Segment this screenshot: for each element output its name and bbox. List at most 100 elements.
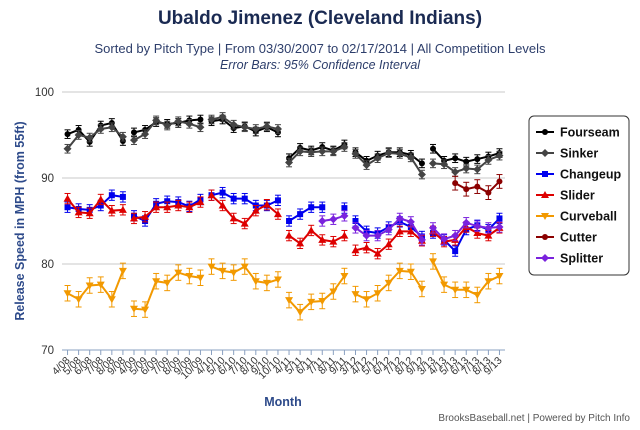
point-curveball [484, 278, 493, 286]
point-slider [163, 203, 172, 211]
point-splitter [318, 217, 327, 225]
point-slider [129, 214, 138, 222]
point-curveball [118, 267, 127, 275]
grid-lines [62, 91, 505, 351]
point-sinker [362, 161, 371, 170]
point-sinker [141, 130, 150, 139]
point-sinker [473, 165, 482, 174]
point-slider [107, 206, 116, 214]
series-splitter [318, 210, 504, 246]
series-curveball [63, 253, 504, 321]
series-slider [63, 189, 504, 260]
point-fourseam [197, 116, 204, 123]
point-sinker [218, 112, 227, 121]
series-line-curveball [67, 270, 124, 302]
point-splitter [462, 218, 471, 227]
point-curveball [373, 290, 382, 298]
point-slider [118, 205, 127, 213]
point-sinker [340, 143, 349, 152]
point-sinker [163, 121, 172, 130]
point-cutter [485, 189, 492, 196]
point-curveball [163, 279, 172, 287]
point-splitter [395, 214, 404, 223]
point-slider [340, 231, 349, 239]
point-sinker [484, 155, 493, 164]
point-fourseam [474, 156, 481, 163]
point-curveball [74, 296, 83, 304]
legend-marker-fourseam [542, 129, 548, 135]
point-sinker [462, 164, 471, 173]
point-slider [251, 206, 260, 214]
point-changeup [341, 205, 348, 212]
point-changeup [241, 195, 248, 202]
point-sinker [285, 158, 294, 167]
point-curveball [340, 273, 349, 281]
point-changeup [230, 195, 237, 202]
point-curveball [185, 273, 194, 281]
point-curveball [384, 279, 393, 287]
point-curveball [440, 281, 449, 289]
point-sinker [63, 144, 72, 153]
point-slider [185, 203, 194, 211]
point-curveball [451, 286, 460, 294]
point-splitter [351, 223, 360, 232]
point-slider [329, 237, 338, 245]
credits[interactable]: BrooksBaseball.net | Powered by Pitch In… [438, 413, 630, 424]
series-cutter [452, 174, 503, 200]
point-curveball [495, 273, 504, 281]
point-slider [351, 246, 360, 254]
legend-label-cutter: Cutter [560, 231, 597, 245]
point-slider [307, 226, 316, 234]
legend[interactable]: Fourseam Sinker Changeup Slider Curveball Cut… [528, 115, 630, 276]
axes: 7080901004/085/086/087/088/089/084/095/0… [35, 87, 505, 382]
point-sinker [296, 147, 305, 156]
point-splitter [495, 223, 504, 232]
point-slider [296, 239, 305, 247]
point-sinker [118, 132, 127, 141]
point-changeup [164, 198, 171, 205]
point-splitter [473, 222, 482, 231]
point-changeup [97, 202, 104, 209]
point-cutter [474, 183, 481, 190]
point-curveball [129, 305, 138, 313]
point-curveball [307, 298, 316, 306]
point-splitter [451, 231, 460, 240]
point-slider [240, 219, 249, 227]
point-cutter [452, 180, 459, 187]
point-splitter [417, 235, 426, 244]
point-sinker [417, 170, 426, 179]
point-curveball [462, 286, 471, 294]
legend-label-sinker: Sinker [560, 147, 598, 161]
point-splitter [429, 223, 438, 232]
point-sinker [495, 151, 504, 160]
point-sinker [351, 149, 360, 158]
point-slider [196, 198, 205, 206]
point-changeup [108, 192, 115, 199]
point-curveball [395, 267, 404, 275]
series-line-slider [288, 229, 345, 245]
point-curveball [362, 296, 371, 304]
point-slider [85, 209, 94, 217]
point-sinker [74, 131, 83, 139]
point-curveball [262, 279, 271, 287]
legend-label-curveball: Curveball [560, 210, 617, 224]
point-curveball [96, 281, 105, 289]
point-curveball [141, 306, 150, 314]
point-curveball [417, 285, 426, 293]
point-changeup [352, 218, 359, 224]
y-tick-label-70: 70 [41, 345, 54, 357]
series-line-curveball [288, 275, 346, 314]
point-slider [207, 191, 216, 199]
point-splitter [373, 231, 382, 240]
point-sinker [174, 117, 183, 126]
point-sinker [307, 148, 316, 157]
series-sinker [63, 112, 504, 180]
point-sinker [240, 123, 249, 132]
point-changeup [297, 211, 304, 218]
point-slider [406, 227, 415, 235]
point-slider [373, 249, 382, 257]
point-slider [74, 208, 83, 216]
point-slider [174, 201, 183, 209]
